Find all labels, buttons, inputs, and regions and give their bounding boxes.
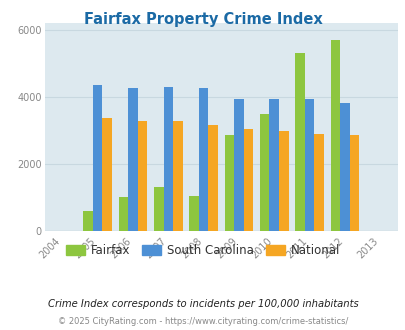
Bar	[313, 134, 323, 231]
Bar	[294, 53, 304, 231]
Bar	[102, 118, 112, 231]
Bar	[163, 87, 173, 231]
Bar	[349, 135, 358, 231]
Bar	[173, 121, 182, 231]
Bar	[259, 114, 269, 231]
Bar	[189, 196, 198, 231]
Bar	[128, 88, 137, 231]
Bar	[93, 85, 102, 231]
Text: Crime Index corresponds to incidents per 100,000 inhabitants: Crime Index corresponds to incidents per…	[47, 299, 358, 309]
Bar	[278, 131, 288, 231]
Bar	[137, 121, 147, 231]
Bar	[153, 187, 163, 231]
Bar	[83, 211, 93, 231]
Bar	[234, 99, 243, 231]
Bar	[304, 99, 313, 231]
Bar	[243, 129, 253, 231]
Text: © 2025 CityRating.com - https://www.cityrating.com/crime-statistics/: © 2025 CityRating.com - https://www.city…	[58, 317, 347, 326]
Bar	[118, 197, 128, 231]
Bar	[198, 88, 208, 231]
Bar	[208, 125, 217, 231]
Bar	[330, 40, 339, 231]
Bar	[339, 103, 349, 231]
Bar	[269, 99, 278, 231]
Text: Fairfax Property Crime Index: Fairfax Property Crime Index	[83, 12, 322, 26]
Legend: Fairfax, South Carolina, National: Fairfax, South Carolina, National	[64, 242, 341, 260]
Bar	[224, 135, 234, 231]
